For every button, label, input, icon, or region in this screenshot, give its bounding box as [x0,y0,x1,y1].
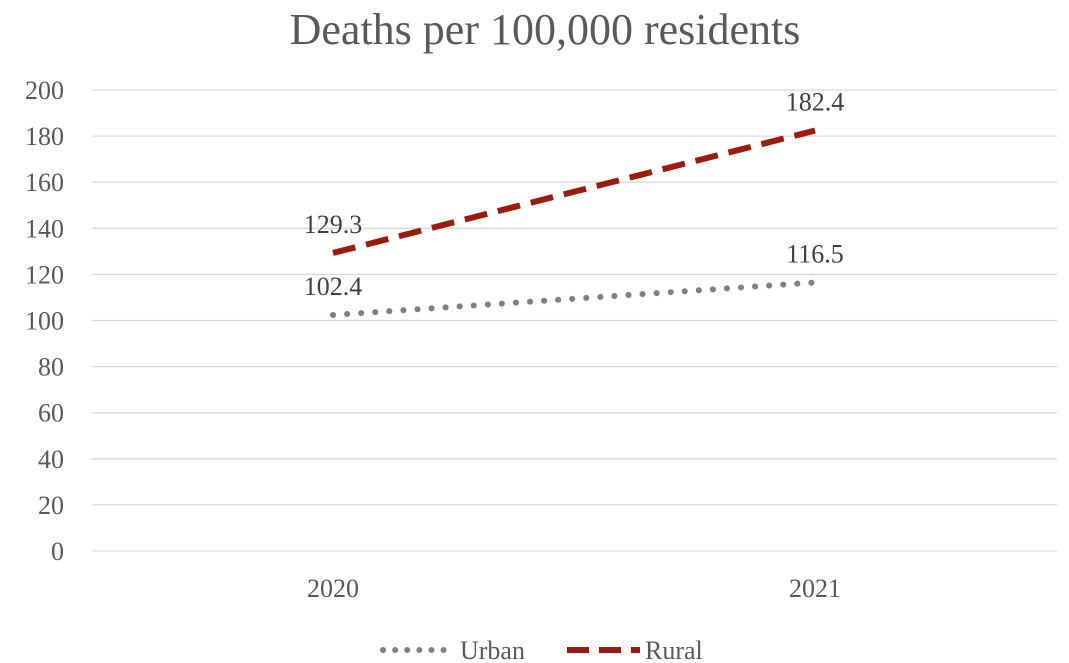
x-tick-label: 2021 [789,574,841,603]
y-tick-label: 60 [38,399,64,428]
y-tick-label: 80 [38,353,64,382]
x-axis-tick-labels: 2020 2021 [307,574,841,603]
y-tick-label: 0 [51,537,64,566]
y-tick-label: 40 [38,445,64,474]
y-axis-tick-labels: 0 20 40 60 80 100 120 140 160 180 200 [25,76,64,566]
series-lines [330,127,818,318]
y-tick-label: 120 [25,260,64,289]
data-label-urban: 102.4 [304,272,363,301]
chart-title: Deaths per 100,000 residents [290,5,801,54]
x-tick-label: 2020 [307,574,359,603]
legend-label-rural: Rural [645,636,703,663]
gridlines [92,89,1057,552]
data-labels: 102.4 116.5 129.3 182.4 [304,88,845,301]
data-label-urban: 116.5 [786,239,844,268]
y-tick-label: 100 [25,307,64,336]
series-line-urban [330,279,818,318]
data-label-rural: 129.3 [304,210,363,239]
y-tick-label: 20 [38,491,64,520]
y-tick-label: 180 [25,122,64,151]
data-label-rural: 182.4 [786,88,845,117]
y-tick-label: 140 [25,214,64,243]
y-tick-label: 160 [25,168,64,197]
legend: Urban Rural [380,636,703,663]
series-line-rural [332,127,816,256]
y-tick-label: 200 [25,76,64,105]
legend-label-urban: Urban [460,636,525,663]
